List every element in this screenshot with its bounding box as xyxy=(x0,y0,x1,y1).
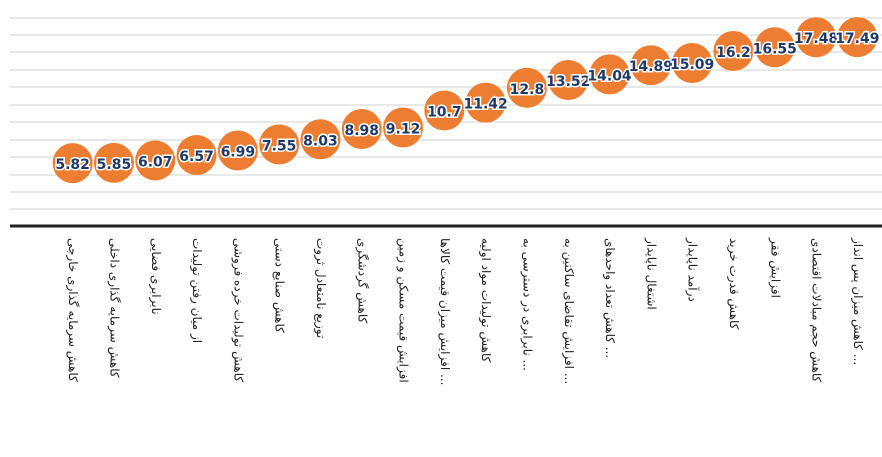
x-tick-label: کاهش گردشگری xyxy=(354,238,369,323)
x-tick-label: افزایش فقر xyxy=(767,237,782,298)
x-tick-label: کاهش تولیدات مواد اولیه xyxy=(478,238,493,363)
data-label: 17.48 xyxy=(794,31,838,47)
x-tick-label: نابرابری فضایی xyxy=(148,238,163,315)
data-label: 17.49 xyxy=(835,31,879,47)
data-label: 16.2 xyxy=(716,45,751,61)
x-tick-label: درآمد ناپایدار xyxy=(685,237,701,302)
data-label: 12.8 xyxy=(510,82,545,98)
x-tick-label: نابرابری در دسترسی به ... xyxy=(519,238,534,371)
data-label: 8.03 xyxy=(303,133,338,149)
x-tick-label: کاهش تعداد واحدهای ... xyxy=(602,238,617,358)
data-label: 9.12 xyxy=(386,122,421,138)
x-tick-label: کاهش سرمایه گذاری داخلی xyxy=(106,238,121,378)
data-label: 14.89 xyxy=(629,59,673,75)
data-label: 11.42 xyxy=(464,97,508,113)
data-label: 6.57 xyxy=(179,149,214,165)
x-tick-label: اشتغال ناپایدار xyxy=(643,237,658,310)
data-label: 10.7 xyxy=(427,104,462,120)
x-tick-label: کاهش صنایع دستی xyxy=(272,238,287,333)
chart: کاهش سرمایه گذاری خارجی کاهش سرمایه گذاری… xyxy=(0,0,882,457)
x-tick-label: افزایش قیمت مسکن و زمین xyxy=(396,238,411,383)
data-label: 6.99 xyxy=(221,145,256,161)
x-tick-label: کاهش حجم مبادلات اقتصادی xyxy=(809,238,824,383)
x-tick-label: افزایش تقاضای ساکنین به ... xyxy=(561,238,576,384)
x-tick-label: کاهش سرمایه گذاری خارجی xyxy=(65,238,80,382)
x-tick-label: توزیع نامتعادل ثروت xyxy=(313,238,328,338)
x-tick-label: کاهش قدرت خرید xyxy=(726,238,741,330)
data-label: 5.82 xyxy=(55,157,90,173)
data-label: 8.98 xyxy=(344,123,379,139)
x-tick-label: کاهش تولیدات خرده فروشی xyxy=(230,238,245,382)
data-label: 14.04 xyxy=(587,68,632,84)
data-label: 5.85 xyxy=(97,157,132,173)
x-tick-label: کاهش میزان پس انداز ... xyxy=(850,237,865,365)
data-label: 6.07 xyxy=(138,154,173,170)
x-tick-label: از میان رفتن تولیدات xyxy=(189,238,204,343)
data-label: 16.55 xyxy=(753,41,797,57)
x-tick-label: افزایش میزان قیمت کالاها ... xyxy=(437,238,452,385)
data-label: 15.09 xyxy=(670,57,714,73)
data-label: 13.52 xyxy=(546,74,590,90)
data-label: 7.55 xyxy=(262,138,297,154)
